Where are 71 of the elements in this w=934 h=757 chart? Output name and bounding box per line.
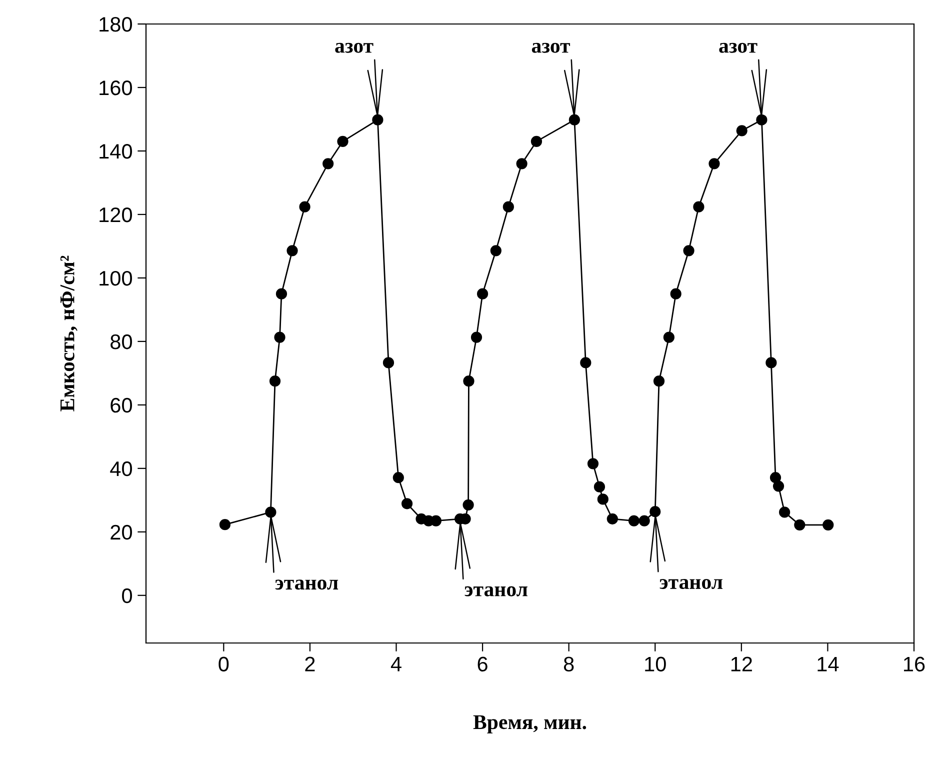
point: [670, 288, 682, 300]
x-tick-label: 14: [818, 656, 839, 672]
y-tick-label: 20: [110, 524, 132, 540]
point: [756, 114, 768, 126]
point: [490, 245, 502, 256]
point: [299, 201, 310, 212]
y-tick-label: 40: [110, 461, 132, 476]
y-tick-label: 180: [100, 17, 132, 32]
y-tick-label: 140: [100, 144, 132, 159]
point: [470, 332, 482, 343]
point: [476, 288, 488, 300]
point: [650, 506, 661, 518]
point: [274, 332, 286, 343]
point: [822, 519, 834, 530]
point: [382, 357, 394, 368]
point: [392, 472, 404, 484]
point: [653, 376, 665, 387]
point: [708, 158, 720, 170]
x-tick-label: 12: [731, 656, 752, 672]
point: [638, 515, 650, 526]
point: [628, 515, 640, 526]
point: [597, 494, 608, 505]
point: [580, 357, 592, 368]
y-tick-label: 100: [100, 270, 132, 286]
point: [219, 519, 231, 530]
y-tick-label: 160: [100, 80, 132, 96]
point: [594, 481, 606, 492]
x-tick-label: 2: [305, 656, 315, 672]
point: [693, 201, 704, 212]
x-tick-label: 0: [218, 656, 229, 672]
point: [794, 519, 806, 530]
point: [463, 376, 474, 387]
annotation: этанол: [660, 578, 722, 590]
annotation: азот: [532, 42, 570, 53]
annotation: этанол: [464, 586, 528, 596]
point: [530, 136, 542, 148]
x-tick-label: 16: [904, 656, 925, 672]
x-tick-label: 10: [645, 656, 666, 672]
x-tick-label: 4: [390, 656, 402, 672]
x-tick-label: 8: [564, 656, 574, 672]
point: [401, 498, 413, 510]
point: [779, 506, 790, 518]
annotation: азот: [335, 42, 374, 53]
point: [269, 376, 281, 387]
point: [587, 458, 599, 470]
point: [766, 357, 777, 368]
point: [502, 201, 514, 212]
y-tick-label: 0: [122, 588, 132, 604]
point: [770, 472, 782, 484]
y-tick-label: 60: [110, 398, 132, 413]
y-axis-title: Емкость, нФ/см²: [60, 256, 78, 412]
point: [286, 245, 298, 256]
point: [683, 245, 694, 256]
point: [462, 499, 474, 510]
point: [772, 480, 784, 492]
point: [372, 114, 384, 126]
x-tick-label: 6: [478, 656, 488, 672]
point: [337, 136, 348, 148]
point: [276, 288, 288, 300]
point: [516, 158, 528, 170]
x-axis-title: Время, мин.: [473, 715, 586, 734]
annotation: азот: [719, 42, 758, 53]
point: [606, 513, 618, 524]
point: [736, 125, 748, 136]
point: [568, 114, 580, 126]
y-tick-label: 120: [100, 207, 132, 222]
point: [322, 158, 334, 170]
y-tick-label: 80: [110, 334, 132, 350]
annotation: этанол: [275, 580, 338, 590]
point: [663, 332, 674, 343]
point: [265, 506, 276, 518]
